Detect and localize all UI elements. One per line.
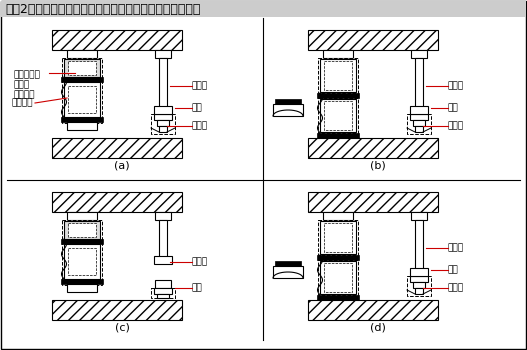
Text: ダイ: ダイ bbox=[192, 284, 203, 293]
Bar bbox=[415, 126, 423, 132]
Bar bbox=[68, 248, 96, 275]
Bar bbox=[273, 266, 303, 278]
Bar bbox=[157, 120, 169, 126]
Text: (d): (d) bbox=[370, 323, 386, 333]
Bar bbox=[323, 138, 353, 146]
Bar bbox=[67, 122, 97, 130]
Bar bbox=[320, 59, 356, 92]
Bar bbox=[410, 276, 428, 282]
Text: 『図2』キャップ付きストロークエンドブロックの使い方: 『図2』キャップ付きストロークエンドブロックの使い方 bbox=[5, 3, 200, 16]
Bar bbox=[151, 114, 175, 134]
Text: 下死点: 下死点 bbox=[448, 284, 464, 293]
Bar bbox=[64, 244, 100, 279]
Bar bbox=[407, 276, 431, 296]
Text: パンチ: パンチ bbox=[192, 82, 208, 91]
Bar bbox=[410, 106, 428, 114]
Bar bbox=[323, 300, 353, 308]
Bar bbox=[159, 220, 167, 258]
Bar bbox=[155, 212, 171, 220]
Bar bbox=[317, 93, 359, 98]
Text: ダイ: ダイ bbox=[192, 104, 203, 112]
Text: (a): (a) bbox=[114, 161, 130, 171]
Bar bbox=[157, 294, 169, 298]
Bar bbox=[308, 192, 438, 212]
Text: (c): (c) bbox=[114, 323, 130, 333]
Bar bbox=[415, 58, 423, 108]
Bar bbox=[317, 295, 359, 300]
Text: ダイ: ダイ bbox=[448, 104, 458, 112]
Bar bbox=[415, 220, 423, 270]
Text: パンチ: パンチ bbox=[192, 258, 208, 266]
Bar bbox=[318, 260, 358, 295]
Bar bbox=[67, 284, 97, 292]
Text: ストローク
エンド
ブロック: ストローク エンド ブロック bbox=[14, 70, 41, 100]
Text: パンチ: パンチ bbox=[448, 82, 464, 91]
Bar bbox=[324, 223, 352, 252]
Bar bbox=[308, 300, 438, 320]
Bar bbox=[62, 220, 102, 285]
Bar bbox=[155, 50, 171, 58]
Bar bbox=[320, 99, 356, 132]
Bar bbox=[64, 221, 100, 239]
Bar bbox=[410, 114, 428, 120]
Bar bbox=[323, 212, 353, 220]
Bar bbox=[52, 138, 182, 158]
Bar bbox=[151, 288, 175, 298]
Bar bbox=[324, 101, 352, 130]
Bar bbox=[320, 221, 356, 254]
Bar bbox=[275, 99, 301, 104]
Bar bbox=[318, 58, 358, 93]
Bar bbox=[62, 58, 102, 123]
Bar bbox=[154, 114, 172, 120]
Text: パンチ: パンチ bbox=[448, 244, 464, 252]
Bar bbox=[68, 223, 96, 237]
Bar bbox=[154, 106, 172, 114]
Bar bbox=[52, 192, 182, 212]
Text: キャップ: キャップ bbox=[12, 98, 34, 107]
Bar bbox=[159, 58, 167, 108]
Bar bbox=[1, 1, 526, 17]
Bar bbox=[324, 263, 352, 292]
Bar bbox=[64, 82, 100, 117]
Bar bbox=[67, 50, 97, 58]
Bar bbox=[68, 61, 96, 75]
Bar bbox=[317, 255, 359, 260]
Bar bbox=[318, 98, 358, 133]
Bar bbox=[61, 77, 103, 82]
Text: ダイ: ダイ bbox=[448, 266, 458, 274]
Bar bbox=[64, 59, 100, 77]
Bar bbox=[324, 61, 352, 90]
Bar bbox=[275, 261, 301, 266]
Bar bbox=[410, 268, 428, 276]
Bar bbox=[68, 86, 96, 113]
Bar bbox=[323, 50, 353, 58]
Bar bbox=[411, 50, 427, 58]
Bar bbox=[273, 104, 303, 116]
Bar bbox=[61, 239, 103, 244]
Bar bbox=[411, 212, 427, 220]
Text: 下死点: 下死点 bbox=[448, 121, 464, 131]
Bar bbox=[413, 120, 425, 126]
Text: (b): (b) bbox=[370, 161, 386, 171]
Bar bbox=[317, 133, 359, 138]
Bar bbox=[320, 261, 356, 294]
Bar bbox=[308, 138, 438, 158]
Bar bbox=[159, 126, 167, 132]
Bar bbox=[318, 220, 358, 255]
Bar bbox=[155, 280, 171, 288]
Bar bbox=[415, 288, 423, 294]
Bar bbox=[407, 114, 431, 134]
Bar bbox=[154, 288, 172, 294]
Bar bbox=[308, 30, 438, 50]
Text: 下死点: 下死点 bbox=[192, 121, 208, 131]
Bar bbox=[67, 212, 97, 220]
Bar bbox=[413, 282, 425, 288]
Bar bbox=[52, 30, 182, 50]
Bar bbox=[61, 279, 103, 284]
Bar bbox=[154, 256, 172, 264]
Bar bbox=[61, 117, 103, 122]
Bar bbox=[52, 300, 182, 320]
